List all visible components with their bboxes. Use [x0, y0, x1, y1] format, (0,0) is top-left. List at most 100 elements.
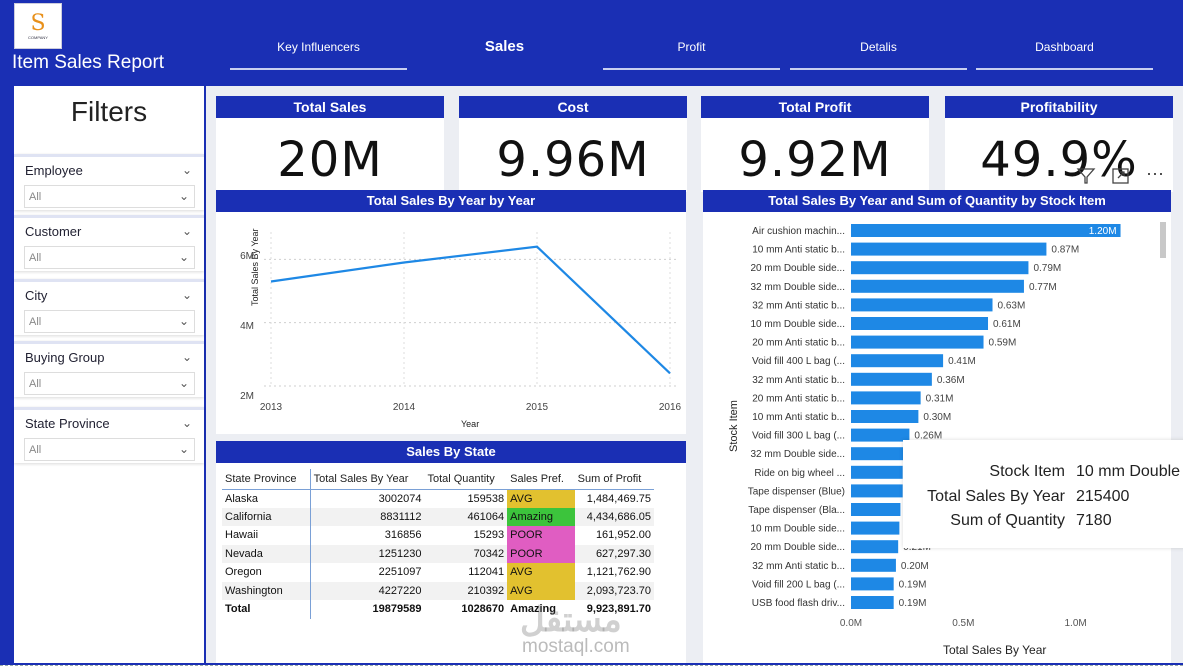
- profit-cell: 4,434,686.05: [586, 510, 651, 523]
- bar[interactable]: [851, 354, 944, 368]
- column-header[interactable]: Sum of Profit: [577, 472, 642, 485]
- chevron-down-icon[interactable]: ⌄: [181, 163, 192, 177]
- line-chart: Total Sales By Year Year 6M 4M 2M 2013 2…: [240, 228, 681, 429]
- bar[interactable]: [851, 503, 901, 516]
- city-dropdown[interactable]: All ⌄: [24, 310, 195, 333]
- column-header[interactable]: Sales Pref.: [510, 472, 564, 485]
- chevron-down-icon[interactable]: ⌄: [181, 416, 192, 430]
- qty-cell: 15293: [473, 529, 505, 542]
- chevron-down-icon[interactable]: ⌄: [181, 224, 192, 238]
- company-logo: S COMPANY: [14, 3, 62, 49]
- more-options-icon[interactable]: ⋯: [1146, 164, 1164, 184]
- tooltip-label: Total Sales By Year: [927, 488, 1065, 505]
- bar-y-axis-label: Stock Item: [728, 400, 740, 452]
- state-table: State Province Total Sales By Year Total…: [222, 469, 654, 619]
- bar[interactable]: [851, 540, 899, 554]
- logo-mark-icon: S: [30, 10, 46, 36]
- state-table-panel[interactable]: Sales By State State Province Total Sale…: [216, 441, 686, 663]
- bar-data-label: 0.30M: [923, 412, 951, 423]
- kpi-title: Cost: [459, 96, 687, 118]
- bar-data-label: 0.31M: [926, 393, 954, 404]
- qty-cell: 159538: [467, 492, 505, 505]
- focus-mode-icon[interactable]: [1111, 167, 1131, 190]
- table-row: Hawaii 316856 15293 POOR 161,952.00: [222, 526, 654, 545]
- nav-tab-details[interactable]: Detalis: [790, 38, 967, 70]
- bar[interactable]: [851, 521, 900, 535]
- bar-category-label: 20 mm Double side...: [751, 263, 846, 274]
- employee-dropdown[interactable]: All ⌄: [24, 185, 195, 208]
- tooltip-row: Total Sales By Year 215400: [903, 488, 1183, 512]
- bar-category-label: Air cushion machin...: [752, 226, 845, 237]
- kpi-title: Total Profit: [701, 96, 929, 118]
- bar[interactable]: [851, 298, 993, 312]
- profit-cell: 1,121,762.90: [586, 566, 651, 579]
- bar[interactable]: [851, 465, 903, 479]
- bar[interactable]: [851, 261, 1029, 275]
- pref-cell: POOR: [507, 544, 575, 563]
- kpi-total-profit[interactable]: Total Profit 9.92M: [701, 96, 929, 192]
- line-chart-title: Total Sales By Year by Year: [216, 190, 686, 212]
- tooltip-label: Sum of Quantity: [950, 512, 1065, 529]
- slicer-label: Employee: [25, 163, 83, 178]
- bar-category-label: 20 mm Double side...: [751, 542, 846, 553]
- profit-cell: 161,952.00: [595, 529, 651, 542]
- nav-tab-profit[interactable]: Profit: [603, 38, 780, 70]
- buying-group-dropdown[interactable]: All ⌄: [24, 372, 195, 395]
- bar[interactable]: [851, 410, 919, 423]
- nav-tab-sales[interactable]: Sales: [484, 38, 525, 55]
- filter-icon[interactable]: [1076, 167, 1096, 190]
- tooltip-row: Sum of Quantity 7180: [903, 512, 1183, 536]
- nav-tab-dashboard[interactable]: Dashboard: [976, 38, 1153, 70]
- chevron-down-icon[interactable]: ⌄: [181, 288, 192, 302]
- nav-tab-key-influencers[interactable]: Key Influencers: [230, 38, 407, 70]
- bar[interactable]: [851, 428, 910, 442]
- qty-cell: 112041: [468, 566, 505, 579]
- pref-cell: AVG: [507, 489, 575, 508]
- bar[interactable]: [851, 224, 1121, 237]
- line-series[interactable]: [270, 245, 671, 375]
- bar[interactable]: [851, 391, 921, 405]
- bar-x-tick: 0.0M: [840, 618, 862, 629]
- bar-category-label: Void fill 200 L bag (...: [752, 579, 845, 590]
- bar[interactable]: [851, 335, 984, 349]
- state-cell: Nevada: [222, 544, 311, 563]
- kpi-total-sales[interactable]: Total Sales 20M: [216, 96, 444, 192]
- line-chart-panel[interactable]: Total Sales By Year by Year Total Sales …: [216, 190, 686, 434]
- bar[interactable]: [851, 242, 1047, 256]
- bar-chart-panel[interactable]: Total Sales By Year and Sum of Quantity …: [703, 190, 1171, 663]
- bar-category-label: 32 mm Anti static b...: [752, 375, 845, 386]
- kpi-cost[interactable]: Cost 9.96M: [459, 96, 687, 192]
- bar[interactable]: [851, 596, 894, 609]
- qty-cell: 70342: [473, 547, 505, 560]
- column-header[interactable]: Total Sales By Year: [313, 472, 409, 485]
- bar[interactable]: [851, 279, 1024, 293]
- profit-cell: 9,923,891.70: [586, 603, 651, 616]
- bar[interactable]: [851, 558, 896, 572]
- column-header[interactable]: State Province: [222, 469, 311, 489]
- slicer-employee: Employee ⌄ All ⌄: [14, 154, 204, 210]
- bar[interactable]: [851, 447, 905, 461]
- chevron-down-icon: ⌄: [178, 314, 189, 328]
- bar[interactable]: [851, 577, 894, 591]
- line-y-tick: 2M: [240, 391, 254, 402]
- profit-cell: 2,093,723.70: [586, 584, 651, 597]
- kpi-title: Profitability: [945, 96, 1173, 118]
- sales-cell: 1251230: [378, 547, 422, 560]
- bar[interactable]: [851, 372, 932, 386]
- bar-category-label: 10 mm Anti static b...: [752, 412, 845, 423]
- bar[interactable]: [851, 484, 903, 498]
- bar-category-label: USB food flash driv...: [752, 598, 845, 609]
- kpi-profitability[interactable]: Profitability 49.9%: [945, 96, 1173, 192]
- bar-category-label: Tape dispenser (Bla...: [748, 505, 845, 516]
- bar-chart-scrollbar[interactable]: [1160, 222, 1166, 258]
- customer-dropdown[interactable]: All ⌄: [24, 246, 195, 269]
- column-header[interactable]: Total Quantity: [427, 472, 495, 485]
- tooltip-value: 215400: [1076, 488, 1130, 505]
- bar[interactable]: [851, 317, 989, 330]
- filters-title: Filters: [70, 96, 148, 127]
- chart-tooltip: Stock Item 10 mm Double Total Sales By Y…: [903, 440, 1183, 548]
- slicer-customer: Customer ⌄ All ⌄: [14, 215, 204, 271]
- state-province-dropdown[interactable]: All ⌄: [24, 438, 195, 461]
- bar-data-label: 0.79M: [1033, 263, 1061, 274]
- chevron-down-icon[interactable]: ⌄: [181, 350, 192, 364]
